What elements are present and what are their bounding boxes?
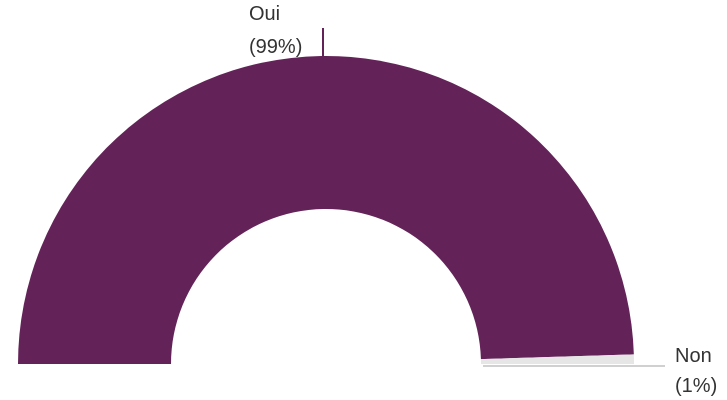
slice-non: [480, 354, 634, 364]
slice-label-non: Non: [675, 345, 712, 367]
chart-leader-lines: [322, 28, 665, 367]
slice-oui: [18, 55, 634, 364]
slice-label-oui: Oui: [249, 3, 280, 25]
slice-percent-oui: (99%): [249, 36, 302, 58]
chart-slices: [18, 55, 634, 364]
slice-percent-non: (1%): [675, 375, 717, 397]
chart-labels: Oui (99%) Non (1%): [249, 3, 717, 397]
